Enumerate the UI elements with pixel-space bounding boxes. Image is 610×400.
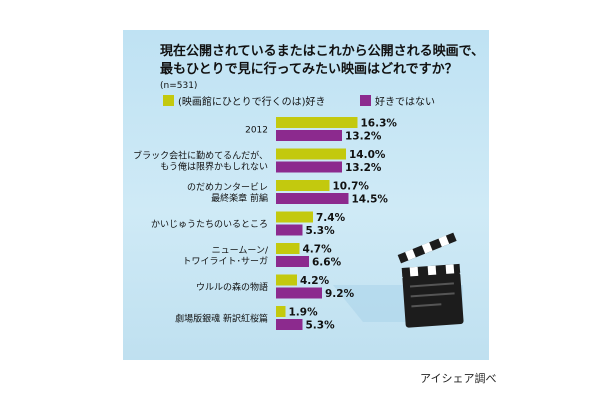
bar-dislike (276, 193, 349, 204)
category-label: 劇場版銀魂 新訳紅桜篇 (175, 313, 268, 325)
category-label: もう俺は限界かもしれない (160, 161, 268, 173)
chart-title-line-1: 現在公開されているまたはこれから公開される映画で、 (160, 43, 484, 59)
category-label: ブラック会社に勤めてるんだが、 (133, 150, 268, 162)
bar-like (276, 243, 300, 254)
legend-label-like: (映画館にひとりで行くのは)好き (178, 95, 326, 108)
bar-dislike (276, 256, 309, 267)
sample-size-note: (n=531) (160, 81, 197, 91)
bar-dislike (276, 161, 342, 173)
data-label: 5.3% (306, 320, 336, 332)
legend-label-dislike: 好きではない (375, 96, 435, 108)
data-label: 4.7% (303, 244, 333, 256)
data-label: 1.9% (289, 307, 319, 319)
category-label: かいじゅうたちのいるところ (151, 219, 268, 230)
data-label: 6.6% (312, 257, 342, 269)
data-label: 14.5% (352, 194, 389, 206)
clapperboard-icon (333, 232, 464, 328)
data-label: 5.3% (306, 225, 336, 237)
bar-dislike (276, 287, 322, 299)
bar-like (276, 306, 286, 317)
bar-dislike (276, 319, 303, 330)
data-label: 9.2% (325, 288, 355, 300)
category-label: 2012 (245, 126, 268, 136)
data-label: 16.3% (361, 118, 398, 130)
category-label: ニュームーン/ (212, 245, 269, 256)
category-label: のだめカンタービレ (187, 182, 268, 193)
bar-like (276, 211, 313, 223)
bar-like (276, 148, 346, 160)
category-label: ウルルの森の物語 (196, 281, 268, 293)
data-label: 4.2% (300, 275, 330, 287)
bar-dislike (276, 224, 303, 236)
legend-swatch-like (163, 95, 174, 106)
legend-swatch-dislike (360, 95, 371, 106)
category-label: 最終楽章 前編 (211, 192, 268, 204)
data-label: 10.7% (333, 181, 370, 193)
data-label: 7.4% (316, 212, 346, 224)
bar-like (276, 274, 297, 286)
bar-dislike (276, 130, 342, 141)
data-label: 13.2% (345, 131, 382, 143)
bar-like (276, 180, 330, 191)
category-label: トワイライト･サーガ (182, 256, 268, 267)
bar-like (276, 117, 358, 128)
bar-chart: 現在公開されているまたはこれから公開される映画で、 最もひとりで見に行ってみたい… (133, 43, 484, 332)
source-credit: アイシェア調べ (420, 372, 497, 385)
data-label: 14.0% (349, 149, 386, 161)
chart-legend: (映画館にひとりで行くのは)好き 好きではない (163, 95, 435, 108)
data-label: 13.2% (345, 162, 382, 174)
chart-title-line-2: 最もひとりで見に行ってみたい映画はどれですか？ (160, 61, 458, 77)
